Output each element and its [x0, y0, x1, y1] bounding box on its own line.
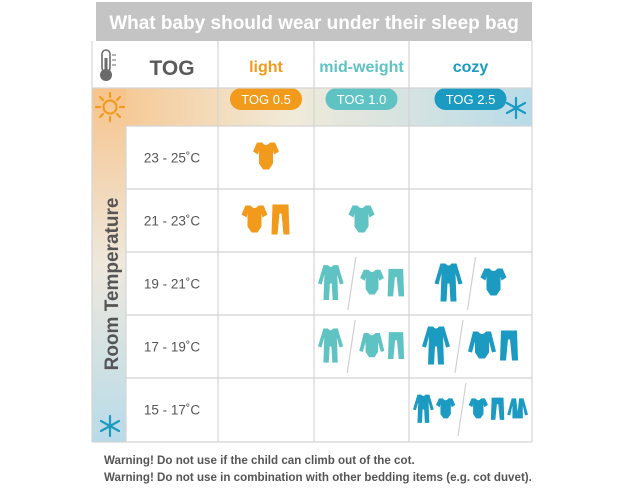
- cell-mid-weight: [318, 319, 405, 374]
- tog-badge-label: TOG 1.0: [337, 92, 387, 107]
- leggings-icon: [387, 332, 405, 360]
- title-bar: [96, 2, 532, 41]
- cardigan-icon: [507, 398, 528, 419]
- chart-title: What baby should wear under their sleep …: [109, 13, 519, 34]
- column-header-light: light: [249, 59, 283, 76]
- option-divider: [457, 382, 467, 437]
- table-row: 19 - 21˚C: [144, 256, 507, 311]
- romper-icon: [434, 263, 463, 302]
- temperature-label: 19 - 21˚C: [144, 277, 201, 292]
- sun-icon: [94, 91, 126, 123]
- bodysuit-icon: [360, 269, 384, 295]
- cell-mid-weight: [318, 256, 405, 311]
- leggings-icon: [490, 397, 505, 420]
- leggings-icon: [500, 330, 518, 361]
- warning-text: Warning! Do not use in combination with …: [104, 471, 532, 484]
- bodysuit-icon: [480, 268, 507, 296]
- cell-cozy: [412, 382, 528, 437]
- table-row: 23 - 25˚C: [144, 142, 279, 170]
- bodysuit-icon: [241, 205, 268, 233]
- temperature-label: 23 - 25˚C: [144, 151, 201, 166]
- longsleeve-icon: [468, 331, 496, 359]
- cell-light: [241, 204, 290, 235]
- cell-mid-weight: [348, 205, 375, 233]
- tog-badge: TOG 2.5: [434, 88, 507, 110]
- temperature-label: 17 - 19˚C: [144, 340, 201, 355]
- tog-badge: TOG 1.0: [325, 88, 398, 110]
- tog-badge: TOG 0.5: [230, 88, 302, 110]
- leggings-icon: [387, 268, 405, 297]
- table-row: 17 - 19˚C: [144, 319, 518, 374]
- cell-cozy: [422, 319, 518, 374]
- column-header-cozy: cozy: [453, 59, 489, 76]
- longsleeve-icon: [359, 333, 385, 358]
- snowflake-icon: [99, 414, 121, 438]
- column-header-mid-weight: mid-weight: [319, 59, 404, 76]
- temperature-gradient-vertical: [92, 88, 126, 442]
- tog-header-label: TOG: [149, 57, 194, 80]
- romper-icon: [318, 265, 344, 300]
- snowflake-icon: [505, 96, 527, 120]
- tog-badge-label: TOG 0.5: [241, 92, 291, 107]
- cell-cozy: [434, 256, 507, 311]
- option-divider: [454, 319, 464, 374]
- table-row: 15 - 17˚C: [144, 382, 528, 437]
- romper-icon: [422, 326, 450, 365]
- table-row: 21 - 23˚C: [144, 204, 375, 235]
- room-temperature-label: Room Temperature: [102, 198, 123, 371]
- grid: [91, 41, 533, 443]
- warning-text: Warning! Do not use if the child can cli…: [104, 454, 415, 467]
- bodysuit-icon: [436, 398, 456, 419]
- cell-light: [253, 142, 279, 170]
- thermometer-icon: [100, 49, 116, 81]
- option-divider: [466, 256, 477, 311]
- romper-icon: [318, 328, 344, 363]
- temperature-label: 15 - 17˚C: [144, 403, 201, 418]
- bodysuit-icon: [253, 142, 279, 170]
- bodysuit-icon: [348, 205, 375, 233]
- romper-icon: [412, 394, 434, 423]
- bodysuit-icon: [468, 398, 488, 419]
- leggings-icon: [271, 204, 290, 235]
- option-divider: [346, 319, 356, 374]
- temperature-label: 21 - 23˚C: [144, 214, 201, 229]
- option-divider: [347, 256, 357, 311]
- tog-badge-label: TOG 2.5: [446, 92, 496, 107]
